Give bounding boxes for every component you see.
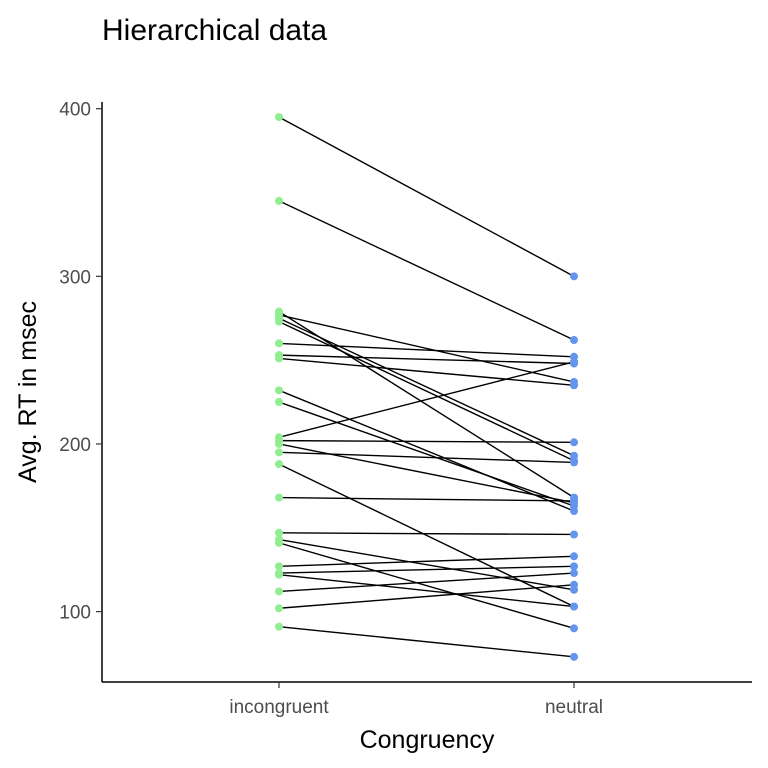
pair-line-14 xyxy=(278,443,575,504)
point-incongruent-15 xyxy=(275,448,283,457)
point-neutral-1 xyxy=(570,272,578,281)
pair-line-23 xyxy=(278,574,575,608)
point-neutral-23 xyxy=(570,602,578,611)
y-tick-label: 300 xyxy=(59,267,91,288)
y-tick-label: 100 xyxy=(59,603,91,624)
point-neutral-12 xyxy=(570,357,578,366)
point-incongruent-21 xyxy=(275,562,283,571)
point-incongruent-17 xyxy=(275,493,283,502)
point-incongruent-24 xyxy=(275,587,283,596)
data-points xyxy=(275,113,578,661)
point-incongruent-16 xyxy=(275,460,283,469)
pair-line-8 xyxy=(278,354,575,365)
plot-area xyxy=(275,113,578,661)
pair-line-19 xyxy=(278,538,575,591)
pair-line-26 xyxy=(278,625,575,658)
pair-line-9 xyxy=(278,357,575,386)
pair-line-3 xyxy=(278,310,575,499)
y-axis-ticks: 100 200 300 400 xyxy=(59,100,102,624)
point-neutral-24 xyxy=(570,569,578,578)
pair-line-17 xyxy=(278,496,575,502)
point-incongruent-23 xyxy=(275,570,283,579)
point-neutral-17 xyxy=(570,496,578,505)
pair-line-10 xyxy=(278,389,575,512)
pair-line-24 xyxy=(278,572,575,593)
pair-lines xyxy=(278,116,575,658)
x-axis-title: Congruency xyxy=(360,726,495,754)
point-neutral-9 xyxy=(570,381,578,390)
pair-line-1 xyxy=(278,116,575,277)
pair-line-6 xyxy=(278,320,575,462)
pair-line-12 xyxy=(278,361,575,438)
pair-line-13 xyxy=(278,439,575,443)
point-incongruent-1 xyxy=(275,113,283,122)
y-tick-label: 400 xyxy=(59,100,91,121)
point-incongruent-20 xyxy=(275,538,283,547)
chart-title: Hierarchical data xyxy=(102,14,327,47)
pair-line-20 xyxy=(278,542,575,630)
point-neutral-22 xyxy=(570,562,578,571)
point-incongruent-26 xyxy=(275,622,283,631)
pair-line-4 xyxy=(278,314,575,383)
point-neutral-18 xyxy=(570,530,578,539)
pair-line-22 xyxy=(278,565,575,574)
point-incongruent-11 xyxy=(275,398,283,407)
point-incongruent-18 xyxy=(275,528,283,537)
point-neutral-2 xyxy=(570,336,578,345)
x-tick-label: neutral xyxy=(545,697,603,718)
y-axis-title: Avg. RT in msec xyxy=(14,301,42,483)
point-neutral-15 xyxy=(570,458,578,467)
point-neutral-26 xyxy=(570,652,578,661)
point-neutral-13 xyxy=(570,438,578,447)
pair-line-16 xyxy=(278,463,575,608)
pair-line-18 xyxy=(278,532,575,536)
point-incongruent-9 xyxy=(275,354,283,363)
point-incongruent-25 xyxy=(275,604,283,613)
point-neutral-25 xyxy=(570,580,578,589)
pair-line-15 xyxy=(278,451,575,464)
point-neutral-20 xyxy=(570,624,578,633)
pair-line-25 xyxy=(278,584,575,609)
pair-line-21 xyxy=(278,555,575,568)
point-incongruent-14 xyxy=(275,439,283,448)
point-incongruent-7 xyxy=(275,339,283,348)
point-neutral-21 xyxy=(570,552,578,561)
x-axis-ticks: incongruent neutral xyxy=(229,682,603,718)
pair-line-5 xyxy=(278,317,575,457)
y-tick-label: 200 xyxy=(59,435,91,456)
x-tick-label: incongruent xyxy=(229,697,329,718)
pair-line-7 xyxy=(278,342,575,358)
point-incongruent-6 xyxy=(275,317,283,326)
point-incongruent-2 xyxy=(275,196,283,205)
pair-line-2 xyxy=(278,200,575,341)
pair-line-11 xyxy=(278,401,575,507)
point-incongruent-10 xyxy=(275,386,283,395)
